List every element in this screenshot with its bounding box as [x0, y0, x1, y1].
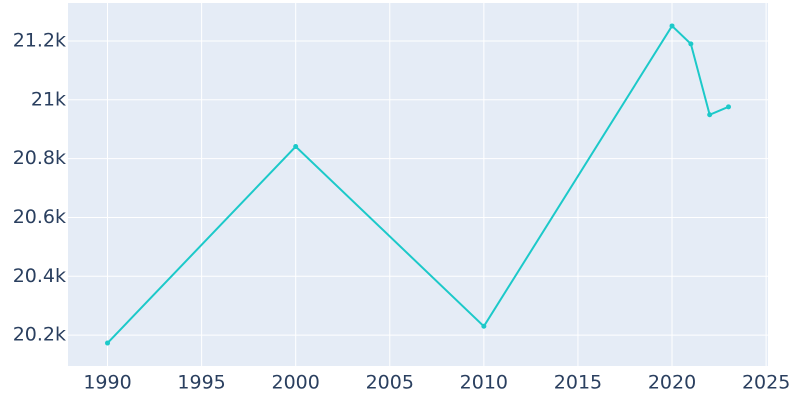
x-tick-label: 2000	[272, 372, 320, 394]
plot-area	[68, 3, 768, 366]
y-tick-label: 20.6k	[13, 206, 66, 228]
x-tick-label: 2010	[460, 372, 508, 394]
data-point	[707, 112, 713, 118]
y-tick-label: 21.2k	[13, 29, 66, 51]
x-tick-label: 2015	[554, 372, 602, 394]
data-point	[293, 144, 299, 150]
y-tick-label: 20.8k	[13, 147, 66, 169]
x-tick-label: 1995	[177, 372, 225, 394]
data-point	[688, 41, 694, 47]
y-tick-label: 20.4k	[13, 265, 66, 287]
data-point	[481, 323, 487, 329]
x-tick-label: 2005	[366, 372, 414, 394]
x-tick-label: 1990	[83, 372, 131, 394]
y-tick-label: 21k	[31, 88, 66, 110]
data-point	[669, 23, 675, 29]
x-tick-label: 2025	[742, 372, 790, 394]
x-tick-label: 2020	[648, 372, 696, 394]
data-point	[725, 104, 731, 110]
data-point	[105, 340, 111, 346]
y-tick-label: 20.2k	[13, 324, 66, 346]
